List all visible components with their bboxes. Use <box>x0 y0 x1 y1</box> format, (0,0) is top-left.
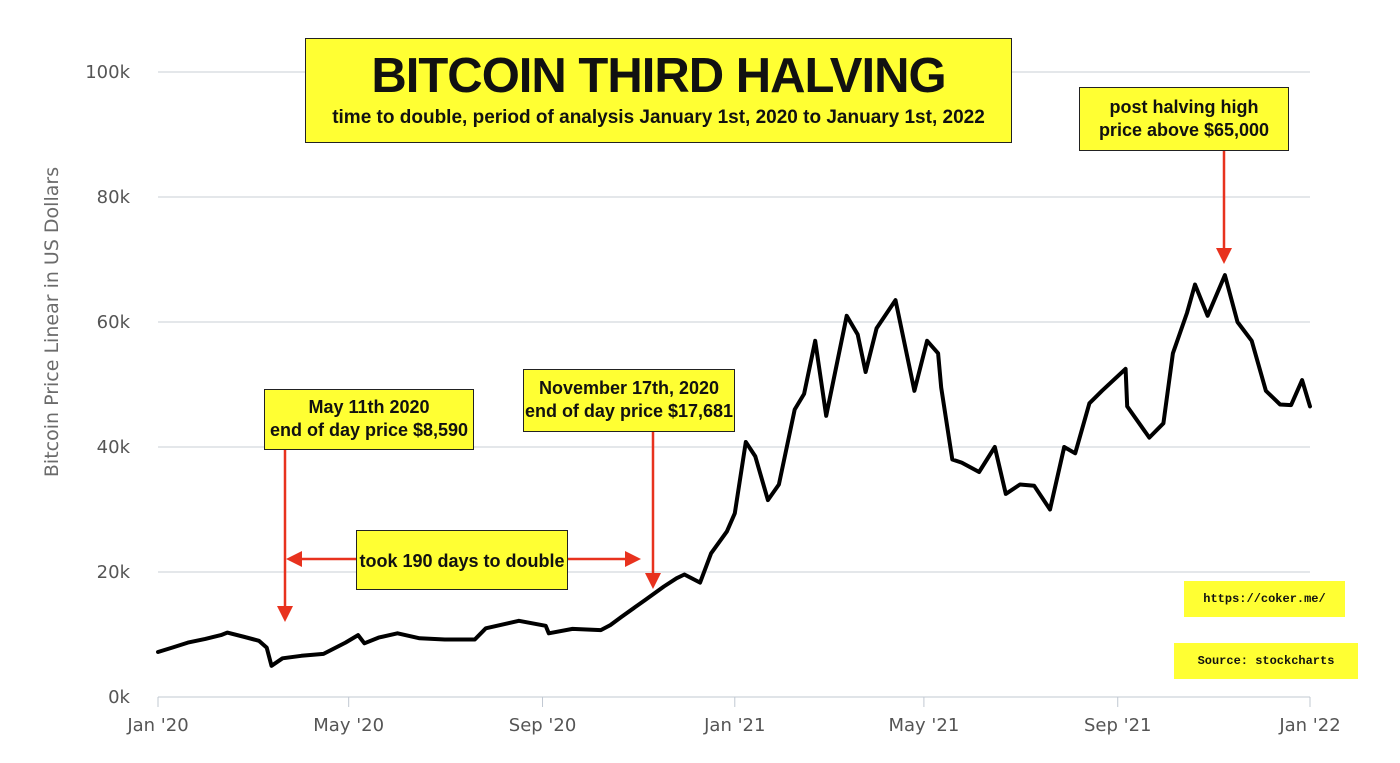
annotation-may-price: end of day price $8,590 <box>269 420 469 440</box>
x-tick-label: May '20 <box>313 715 384 736</box>
annotation-time-to-double: took 190 days to double <box>356 530 568 590</box>
y-tick-label: 60k <box>97 312 131 333</box>
x-tick-label: Jan '21 <box>703 715 765 736</box>
arrow-double-left-head <box>286 551 302 567</box>
arrow-double-right-head <box>625 551 641 567</box>
y-axis-label: Bitcoin Price Linear in US Dollars <box>41 167 63 477</box>
annotation-nov-date: November 17th, 2020 <box>538 378 720 398</box>
x-tick-label: Sep '20 <box>509 715 577 736</box>
x-tick-label: Jan '22 <box>1278 715 1340 736</box>
price-line <box>156 273 1312 668</box>
title-box: BITCOIN THIRD HALVING time to double, pe… <box>305 38 1012 143</box>
x-tick-label: Jan '20 <box>126 715 188 736</box>
y-tick-label: 20k <box>97 562 131 583</box>
x-tick-label: Sep '21 <box>1084 715 1152 736</box>
series-layer <box>156 273 1312 668</box>
y-tick-label: 40k <box>97 437 131 458</box>
url-tag: https://coker.me/ <box>1184 581 1345 617</box>
annotation-double-text: took 190 days to double <box>359 551 565 571</box>
annotation-post-halving-high: post halving high price above $65,000 <box>1079 87 1289 151</box>
arrow-may-head <box>277 606 293 622</box>
y-tick-label: 0k <box>108 687 130 708</box>
chart-subtitle: time to double, period of analysis Janua… <box>332 107 985 128</box>
annotation-nov-2020: November 17th, 2020 end of day price $17… <box>523 369 735 432</box>
arrow-nov-head <box>645 573 661 589</box>
y-tick-label: 100k <box>85 62 130 83</box>
y-axis-ticks: 0k 20k 40k 60k 80k 100k <box>85 62 130 708</box>
annotation-may-2020: May 11th 2020 end of day price $8,590 <box>264 389 474 450</box>
annotation-high-line1: post halving high <box>1109 97 1259 117</box>
arrow-high-head <box>1216 248 1232 264</box>
source-tag: Source: stockcharts <box>1174 643 1358 679</box>
annotation-arrows <box>277 151 1232 622</box>
annotation-high-line2: price above $65,000 <box>1098 120 1270 140</box>
x-axis: Jan '20 May '20 Sep '20 Jan '21 May '21 Sep '… <box>126 696 1341 736</box>
annotation-may-date: May 11th 2020 <box>308 397 430 417</box>
y-tick-label: 80k <box>97 187 131 208</box>
x-tick-label: May '21 <box>889 715 960 736</box>
annotation-nov-price: end of day price $17,681 <box>524 401 734 421</box>
chart-title: BITCOIN THIRD HALVING <box>371 49 946 103</box>
